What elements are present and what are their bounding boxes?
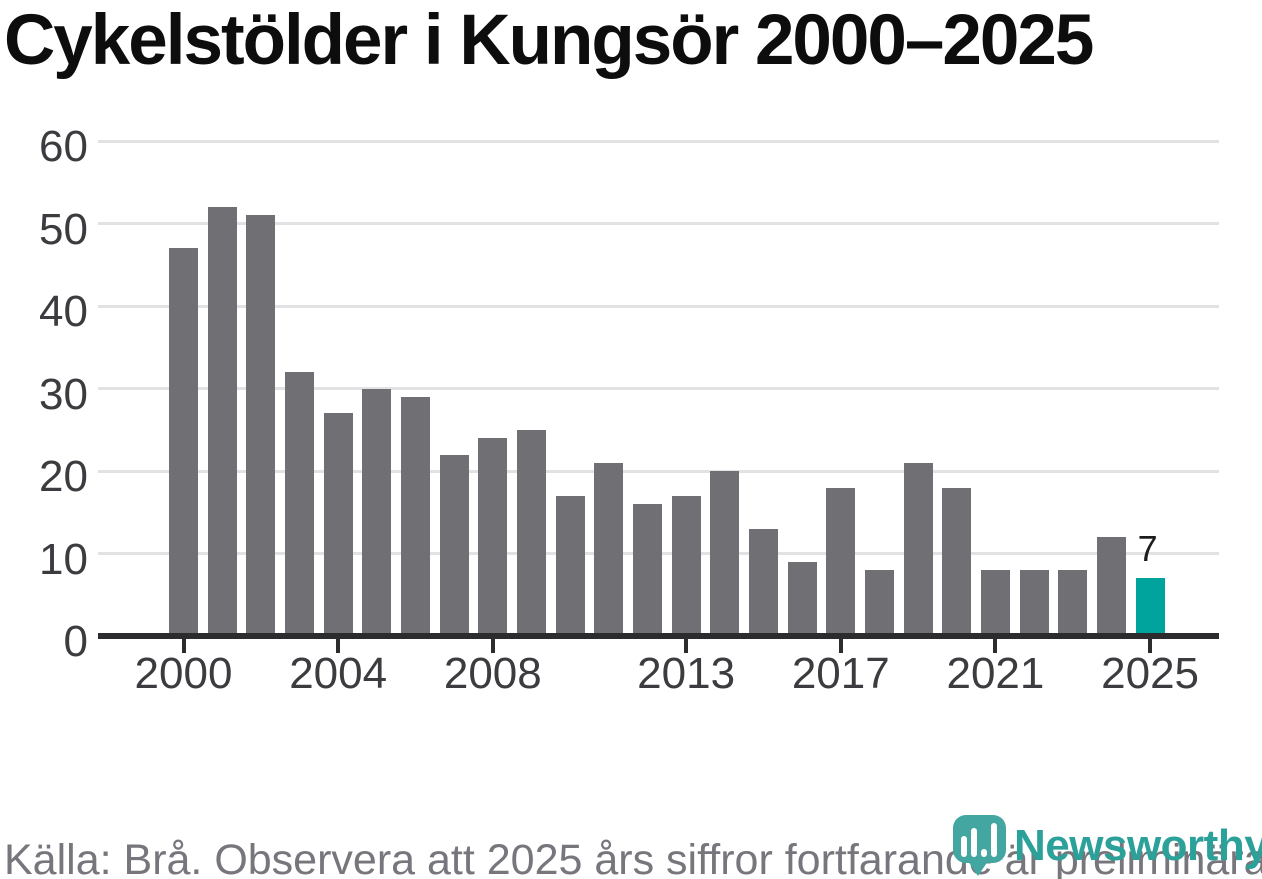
x-axis-tick	[181, 639, 186, 653]
bar	[284, 372, 314, 636]
bar	[1058, 570, 1088, 636]
gridline	[98, 304, 1219, 308]
bar	[1096, 537, 1126, 636]
bar	[903, 462, 933, 636]
bar	[864, 570, 894, 636]
x-axis-tick	[336, 639, 341, 653]
gridline	[98, 387, 1219, 390]
bar	[710, 471, 740, 636]
bar	[400, 396, 430, 636]
bar	[207, 207, 237, 636]
y-axis-label: 0	[63, 617, 88, 666]
x-axis-label: 2008	[443, 649, 542, 698]
bar	[169, 248, 198, 636]
bar	[516, 429, 546, 636]
gridline	[98, 469, 1219, 473]
x-axis-tick	[490, 639, 495, 653]
newsworthy-logo[interactable]: Newsworthy	[948, 810, 1262, 879]
bar	[362, 388, 392, 636]
bar	[748, 528, 778, 636]
x-axis-label: 2000	[134, 649, 233, 698]
y-axis-label: 50	[39, 204, 88, 254]
x-axis-label: 2004	[289, 649, 388, 698]
newsworthy-pin-icon	[953, 815, 1006, 876]
logo-wordmark: Newsworthy	[1014, 821, 1262, 870]
y-axis-label: 10	[39, 534, 88, 584]
bar	[594, 462, 624, 636]
bar	[323, 413, 353, 636]
bar	[942, 487, 972, 636]
gridline	[98, 139, 1219, 143]
x-axis-label: 2021	[946, 649, 1045, 698]
bar	[671, 495, 701, 636]
x-axis-tick	[993, 639, 998, 653]
x-axis-label: 2013	[637, 649, 736, 698]
x-axis-label: 2017	[791, 649, 890, 698]
bar	[980, 570, 1010, 636]
bar	[246, 215, 276, 636]
x-axis-tick	[684, 639, 689, 653]
bar	[787, 561, 817, 636]
bar	[1019, 570, 1049, 636]
bar	[555, 495, 585, 636]
bar-value-label: 7	[1137, 528, 1158, 569]
y-axis-label: 60	[39, 122, 88, 171]
bar	[632, 504, 662, 636]
chart-title: Cykelstölder i Kungsör 2000–2025	[4, 1, 1094, 80]
bar	[478, 438, 508, 636]
x-axis-tick	[838, 639, 843, 653]
axis-baseline	[98, 633, 1219, 639]
source-note: Källa: Brå. Observera att 2025 års siffr…	[4, 836, 1262, 879]
x-axis-label: 2025	[1101, 649, 1200, 698]
bar-highlighted	[1135, 578, 1165, 636]
bar	[439, 454, 469, 636]
x-axis-tick	[1148, 639, 1153, 653]
y-axis-label: 40	[39, 287, 88, 336]
y-axis-label: 20	[39, 452, 88, 501]
bar	[826, 487, 856, 636]
gridline	[98, 222, 1219, 225]
y-axis-label: 30	[39, 369, 88, 419]
